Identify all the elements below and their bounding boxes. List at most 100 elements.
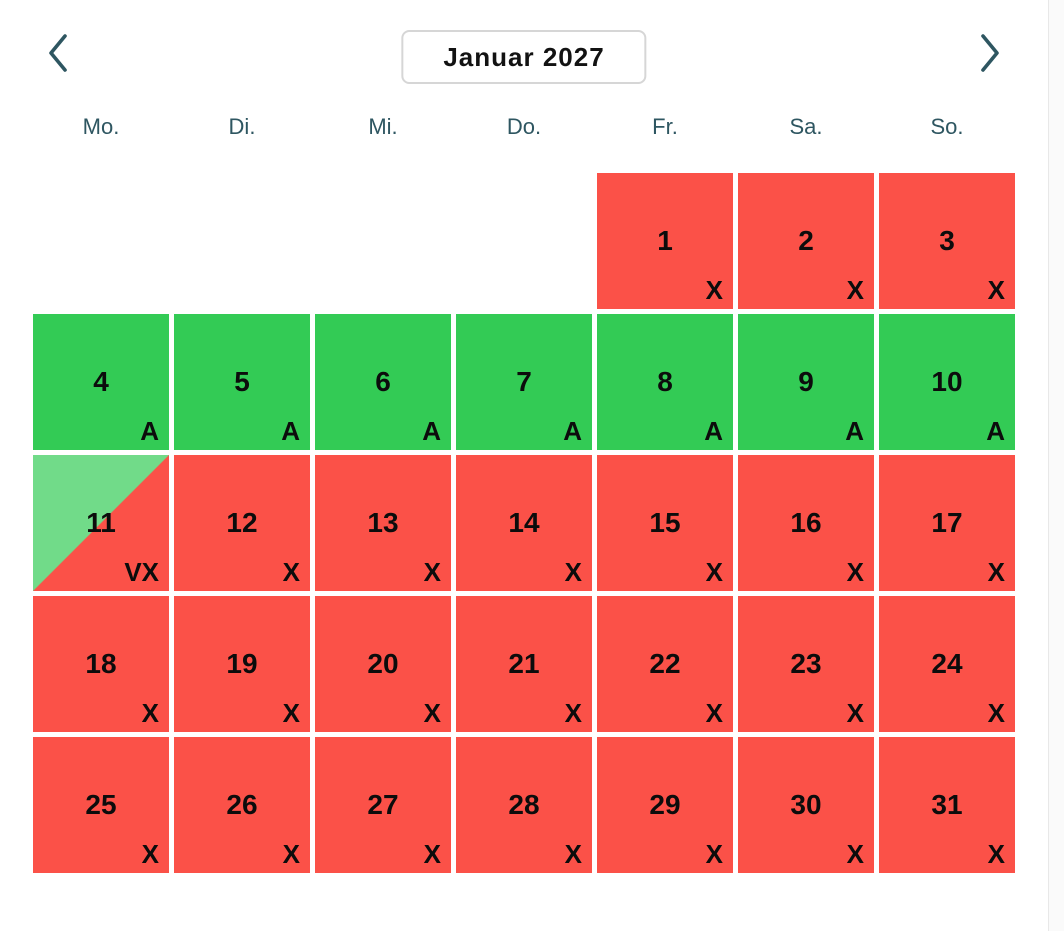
weekday-label-mi: Mi. — [368, 114, 398, 139]
day-status-label: A — [845, 416, 864, 446]
day-cell-15[interactable]: 15 X — [597, 455, 733, 591]
day-number: 17 — [931, 507, 963, 538]
chevron-right-icon — [976, 31, 1004, 78]
day-cell-19[interactable]: 19 X — [174, 596, 310, 732]
chevron-left-icon — [44, 31, 72, 78]
day-number: 7 — [516, 366, 532, 397]
day-status-label: A — [986, 416, 1005, 446]
day-status-label: X — [705, 275, 723, 305]
day-number: 18 — [85, 648, 117, 679]
day-number: 30 — [790, 789, 822, 820]
day-status-label: X — [564, 839, 582, 869]
day-number: 8 — [657, 366, 673, 397]
day-number: 1 — [657, 225, 673, 256]
day-status-label: X — [423, 698, 441, 728]
day-number: 16 — [790, 507, 822, 538]
day-status-label: X — [282, 839, 300, 869]
day-number: 26 — [226, 789, 258, 820]
day-status-label: X — [987, 275, 1005, 305]
day-status-label: X — [423, 839, 441, 869]
day-cell-17[interactable]: 17 X — [879, 455, 1015, 591]
day-number: 11 — [86, 507, 116, 538]
day-status-label: A — [563, 416, 582, 446]
day-number: 14 — [508, 507, 540, 538]
day-number: 10 — [931, 366, 963, 397]
day-number: 25 — [85, 789, 117, 820]
day-cell-14[interactable]: 14 X — [456, 455, 592, 591]
day-number: 4 — [93, 366, 109, 397]
vertical-scrollbar[interactable] — [1048, 0, 1064, 931]
weekday-label-sa: Sa. — [789, 114, 823, 139]
previous-month-button[interactable] — [36, 30, 80, 78]
weekday-label-so: So. — [930, 114, 964, 139]
day-number: 15 — [649, 507, 681, 538]
day-cell-26[interactable]: 26 X — [174, 737, 310, 873]
day-cell-29[interactable]: 29 X — [597, 737, 733, 873]
calendar-grid: 1 X 2 X 3 X 4 A 5 A 6 A 7 A 8 A 9 A 10 A 11 VX 12 X 13 X 14 X 15 X 16 X… — [33, 173, 1015, 873]
day-status-label: X — [705, 557, 723, 587]
day-cell-16[interactable]: 16 X — [738, 455, 874, 591]
day-status-label: X — [423, 557, 441, 587]
day-cell-23[interactable]: 23 X — [738, 596, 874, 732]
day-number: 5 — [234, 366, 250, 397]
day-cell-25[interactable]: 25 X — [33, 737, 169, 873]
day-status-label: X — [987, 839, 1005, 869]
day-number: 3 — [939, 225, 955, 256]
day-status-label: X — [846, 275, 864, 305]
day-number: 12 — [226, 507, 258, 538]
next-month-button[interactable] — [968, 30, 1012, 78]
weekday-label-fr: Fr. — [652, 114, 678, 139]
day-status-label: X — [705, 839, 723, 869]
day-status-label: VX — [124, 557, 159, 587]
day-number: 24 — [931, 648, 963, 679]
day-status-label: A — [140, 416, 159, 446]
day-status-label: X — [564, 698, 582, 728]
day-number: 20 — [367, 648, 399, 679]
day-cell-13[interactable]: 13 X — [315, 455, 451, 591]
weekday-label-do: Do. — [506, 114, 542, 139]
day-cell-21[interactable]: 21 X — [456, 596, 592, 732]
day-cell-27[interactable]: 27 X — [315, 737, 451, 873]
day-status-label: X — [564, 557, 582, 587]
day-cell-18[interactable]: 18 X — [33, 596, 169, 732]
day-number: 21 — [508, 648, 540, 679]
day-cell-28[interactable]: 28 X — [456, 737, 592, 873]
month-selector[interactable]: Januar 2027 — [401, 30, 647, 84]
day-status-label: X — [705, 698, 723, 728]
day-status-label: X — [141, 839, 159, 869]
day-number: 28 — [508, 789, 540, 820]
weekday-header-row: Mo. Di. Mi. Do. Fr. Sa. So. — [33, 114, 1015, 140]
day-cell-31[interactable]: 31 X — [879, 737, 1015, 873]
day-number: 19 — [226, 648, 258, 679]
day-number: 22 — [649, 648, 681, 679]
day-cell-22[interactable]: 22 X — [597, 596, 733, 732]
day-status-label: X — [987, 557, 1005, 587]
day-status-label: X — [282, 557, 300, 587]
day-number: 6 — [375, 366, 391, 397]
weekday-label-di: Di. — [228, 114, 256, 139]
day-number: 29 — [649, 789, 681, 820]
day-number: 23 — [790, 648, 822, 679]
day-status-label: A — [281, 416, 300, 446]
day-number: 9 — [798, 366, 814, 397]
day-number: 2 — [798, 225, 814, 256]
day-cell-12[interactable]: 12 X — [174, 455, 310, 591]
day-cell-30[interactable]: 30 X — [738, 737, 874, 873]
weekday-label-mo: Mo. — [82, 114, 120, 139]
month-title: Januar 2027 — [443, 41, 605, 72]
day-status-label: X — [846, 557, 864, 587]
day-cell-24[interactable]: 24 X — [879, 596, 1015, 732]
day-cell-11[interactable]: 11 VX — [33, 455, 169, 591]
day-cell-20[interactable]: 20 X — [315, 596, 451, 732]
day-cell-10[interactable]: 10 A — [879, 314, 1015, 450]
